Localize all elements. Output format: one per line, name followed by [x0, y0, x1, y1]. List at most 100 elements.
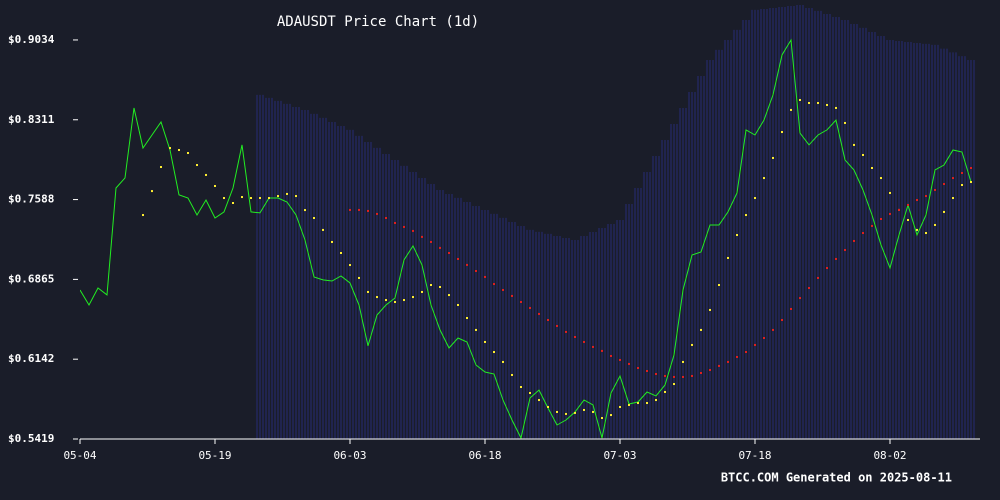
- ma-dot: [502, 288, 504, 291]
- ma-dot: [214, 184, 216, 187]
- ma-dot: [817, 276, 819, 279]
- ma-dot: [844, 249, 846, 252]
- ma-dot: [358, 276, 360, 279]
- ma-dot: [763, 336, 765, 339]
- ma-dot: [754, 343, 756, 346]
- ma-dot: [565, 412, 567, 415]
- ma-dot: [925, 195, 927, 198]
- ma-dot: [601, 349, 603, 352]
- ma-dot: [844, 121, 846, 124]
- ma-dot: [610, 414, 612, 417]
- ma-dot: [394, 221, 396, 224]
- ma-dot: [448, 294, 450, 297]
- ma-dot: [529, 306, 531, 309]
- ma-dot: [646, 370, 648, 373]
- ma-dot: [547, 405, 549, 408]
- ma-dot: [268, 197, 270, 200]
- ma-dot: [835, 257, 837, 260]
- ma-dot: [538, 312, 540, 315]
- ma-dot: [565, 330, 567, 333]
- ma-dot: [790, 108, 792, 111]
- ma-dot: [439, 286, 441, 289]
- x-tick-label: 06-03: [333, 449, 366, 462]
- ma-dot: [592, 345, 594, 348]
- ma-dot: [700, 371, 702, 374]
- ma-dot: [178, 149, 180, 152]
- ma-dot: [718, 284, 720, 287]
- ma-dot: [466, 263, 468, 266]
- ma-dot: [484, 275, 486, 278]
- ma-dot: [493, 351, 495, 354]
- y-tick-label: $0.8311: [8, 113, 55, 126]
- ma-dot: [142, 214, 144, 217]
- y-tick-label: $0.6142: [8, 352, 54, 365]
- ma-dot: [871, 224, 873, 227]
- ma-dot: [763, 177, 765, 180]
- ma-dot: [412, 296, 414, 299]
- ma-dot: [187, 151, 189, 154]
- ma-dot: [907, 218, 909, 221]
- ma-dot: [817, 101, 819, 104]
- ma-dot: [151, 190, 153, 193]
- ma-dot: [700, 328, 702, 331]
- ma-dot: [619, 358, 621, 361]
- ma-dot: [340, 252, 342, 255]
- ma-dot: [655, 372, 657, 375]
- ma-dot: [808, 101, 810, 104]
- ma-dot: [880, 218, 882, 221]
- ma-dot: [862, 232, 864, 235]
- ma-dot: [403, 225, 405, 228]
- ma-dot: [628, 362, 630, 365]
- ma-dot: [709, 369, 711, 372]
- ma-dot: [304, 209, 306, 212]
- ma-dot: [952, 197, 954, 200]
- ma-dot: [610, 354, 612, 357]
- ma-dot: [736, 355, 738, 358]
- ma-dot: [295, 195, 297, 198]
- ma-dot: [754, 197, 756, 200]
- ma-dot: [961, 171, 963, 174]
- y-tick-label: $0.6865: [8, 272, 54, 285]
- ma-dot: [907, 203, 909, 206]
- ma-dot: [790, 307, 792, 310]
- axes: $0.5419 $0.6142 $0.6865 $0.7588 $0.8311 $0.90…: [8, 33, 980, 462]
- y-tick-label: $0.5419: [8, 432, 54, 445]
- ma-dot: [385, 299, 387, 302]
- ma-dot: [412, 229, 414, 232]
- ma-dot: [745, 214, 747, 217]
- ma-dot: [538, 399, 540, 402]
- ma-dot: [367, 290, 369, 293]
- ma-dot: [853, 143, 855, 146]
- ma-dot: [511, 373, 513, 376]
- ma-dot: [430, 284, 432, 287]
- x-tick-label: 07-03: [603, 449, 636, 462]
- ma-dot: [583, 340, 585, 343]
- ma-dot: [574, 336, 576, 339]
- ma-dot: [925, 232, 927, 235]
- ma-dot: [799, 297, 801, 300]
- footer: BTCC.COM Generated on 2025-08-11: [721, 471, 952, 485]
- ma-dot: [286, 192, 288, 195]
- ma-dot: [430, 240, 432, 243]
- ma-dot: [421, 235, 423, 238]
- ma-dot: [655, 399, 657, 402]
- ma-dot: [376, 212, 378, 215]
- ma-dot: [970, 167, 972, 170]
- ma-dot: [682, 375, 684, 378]
- ma-dot: [799, 99, 801, 102]
- ma-dot: [880, 177, 882, 180]
- ma-dot: [826, 267, 828, 270]
- ma-dot: [313, 217, 315, 220]
- ma-dot: [592, 410, 594, 413]
- ma-dot: [457, 257, 459, 260]
- ma-dot: [457, 303, 459, 306]
- x-tick-label: 05-04: [63, 449, 96, 462]
- ma-dot: [889, 212, 891, 215]
- ma-dot: [871, 167, 873, 170]
- ma-dot: [196, 164, 198, 167]
- ma-dot: [448, 252, 450, 255]
- ma-dot: [466, 317, 468, 320]
- ma-dot: [331, 240, 333, 243]
- ma-dot: [709, 308, 711, 311]
- ma-dot: [484, 340, 486, 343]
